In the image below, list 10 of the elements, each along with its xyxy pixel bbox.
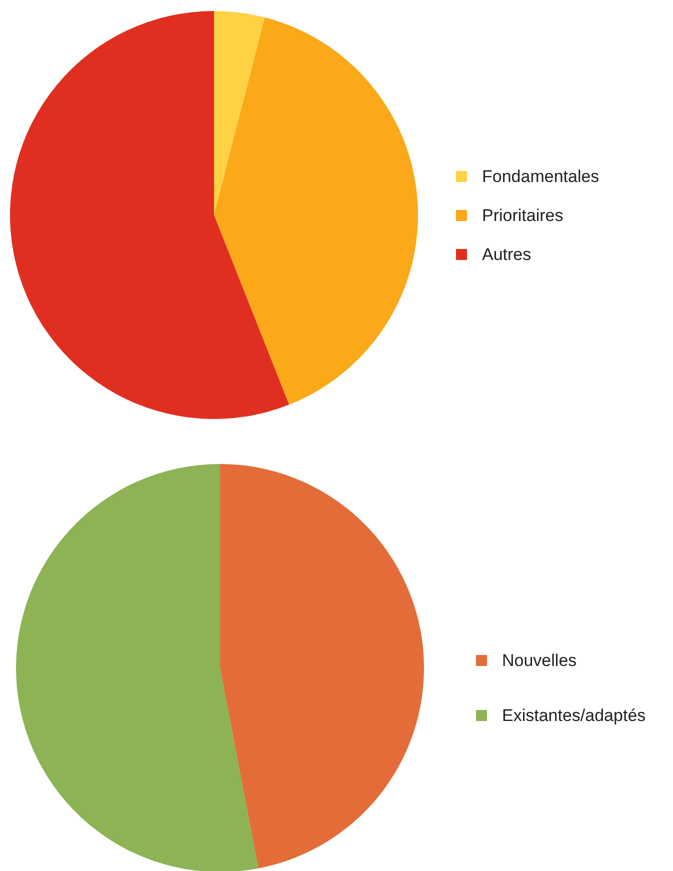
- legend-label: Existantes/adaptés: [502, 706, 646, 725]
- pie-slice: [220, 464, 424, 868]
- legend-label: Nouvelles: [502, 650, 577, 670]
- pie-slice: [214, 17, 418, 405]
- pie-slice: [10, 11, 290, 419]
- legend-label: Fondamentales: [482, 166, 600, 186]
- pie-slice: [214, 11, 265, 215]
- legend-label: Prioritaires: [482, 206, 564, 225]
- pie-slice: [16, 464, 258, 871]
- legend-label: Autres: [482, 244, 532, 264]
